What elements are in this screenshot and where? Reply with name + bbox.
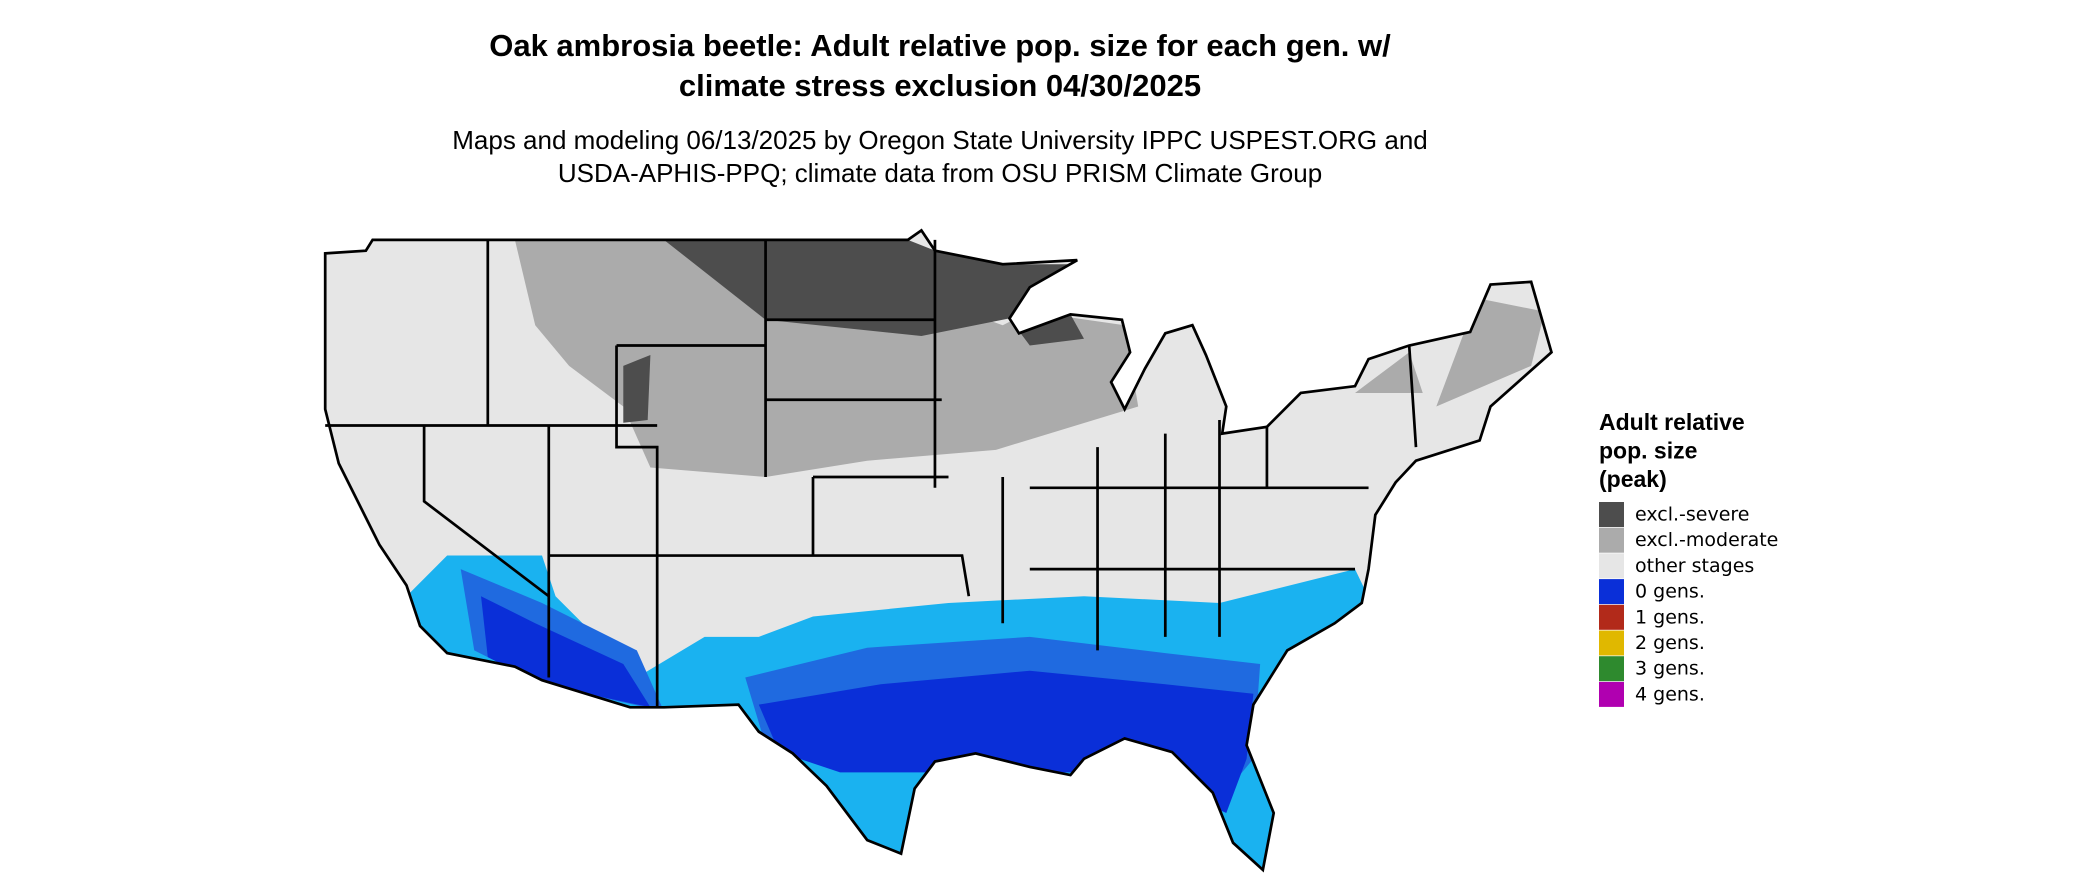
legend-swatch: [1599, 630, 1624, 656]
legend-label: 4 gens.: [1635, 683, 1705, 705]
title-line: Oak ambrosia beetle: Adult relative pop.…: [489, 28, 1391, 63]
legend-label: 3 gens.: [1635, 658, 1705, 680]
legend-label: other stages: [1635, 555, 1754, 577]
region-severe: [623, 239, 1084, 423]
subtitle-line: Maps and modeling 06/13/2025 by Oregon S…: [452, 125, 1428, 155]
legend-title: Adult relative: [1599, 409, 1745, 435]
legend-label: 2 gens.: [1635, 632, 1705, 654]
legend-swatch: [1599, 553, 1624, 579]
state-borders: [323, 228, 1553, 872]
legend-title: pop. size: [1599, 438, 1697, 464]
legend-swatch: [1599, 656, 1624, 682]
legend-title: (peak): [1599, 466, 1667, 492]
legend-swatch: [1599, 527, 1624, 553]
subtitle-line: USDA-APHIS-PPQ; climate data from OSU PR…: [558, 158, 1322, 188]
legend: Adult relative pop. size(peak) excl.-sever…: [1599, 409, 1778, 707]
title-line: climate stress exclusion 04/30/2025: [679, 68, 1201, 103]
legend-swatch: [1599, 681, 1624, 707]
state-lines: [325, 239, 1418, 708]
legend-label: 0 gens.: [1635, 581, 1705, 603]
map: [323, 228, 1553, 872]
legend-swatch: [1599, 604, 1624, 630]
legend-label: excl.-severe: [1635, 504, 1750, 526]
legend-label: excl.-moderate: [1635, 529, 1778, 551]
legend-label: 1 gens.: [1635, 606, 1705, 628]
region-gens-dark: [481, 596, 1254, 813]
legend-swatch: [1599, 502, 1624, 527]
region-moderate: [514, 239, 1139, 477]
legend-swatch: [1599, 579, 1624, 605]
region-moderate: [1355, 298, 1545, 407]
